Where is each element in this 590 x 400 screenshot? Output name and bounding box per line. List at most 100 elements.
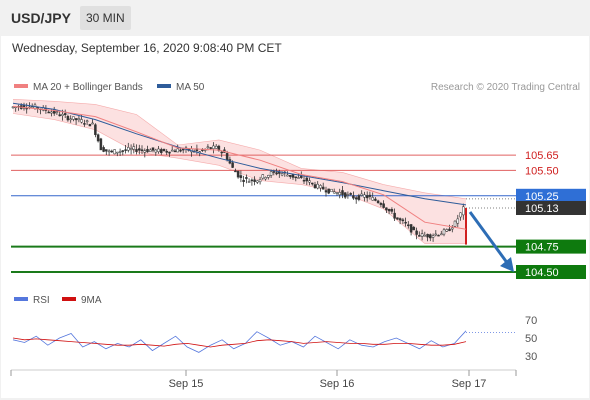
candle-body [116, 151, 119, 154]
candle-body [201, 149, 204, 152]
candle-body [143, 150, 147, 153]
candle-body [94, 124, 97, 135]
candle-body [127, 147, 130, 151]
candle-body [330, 188, 333, 193]
candle-body [212, 145, 215, 149]
candle-body [393, 212, 396, 219]
chart-datetime: Wednesday, September 16, 2020 9:08:40 PM… [12, 41, 282, 55]
candle-body [338, 192, 341, 196]
candle-body [132, 146, 136, 150]
candle-body [423, 234, 427, 237]
candle-body [66, 116, 70, 121]
candle-body [360, 193, 363, 196]
candle-body [442, 229, 446, 235]
bollinger-band-fill [13, 99, 466, 244]
candle-body [118, 151, 122, 153]
candle-body [160, 149, 163, 153]
support-label-104.75: 104.75 [525, 242, 559, 254]
candle-body [121, 150, 125, 152]
candle-body [146, 149, 149, 153]
candle-body [264, 177, 267, 180]
x-tick-label: Sep 15 [169, 378, 204, 390]
candle-body [440, 233, 443, 236]
forecast-arrow-head [500, 257, 514, 272]
candle-body [346, 194, 350, 196]
bollinger-legend-label: MA 20 + Bollinger Bands [33, 82, 143, 93]
rsi-ma-legend-swatch [62, 297, 76, 301]
candle-body [407, 224, 410, 227]
candle-body [404, 221, 407, 224]
candle-body [462, 206, 465, 216]
candle-body [154, 149, 158, 153]
candle-body [22, 105, 26, 109]
ma50-legend-swatch [157, 84, 171, 88]
timeframe-badge[interactable]: 30 MIN [80, 6, 131, 30]
candle-body [179, 149, 182, 152]
candle-body [431, 235, 435, 238]
candle-body [72, 116, 75, 120]
candle-body [105, 149, 108, 152]
candle-body [88, 124, 92, 127]
rsi-line [12, 330, 467, 353]
candle-body [412, 226, 416, 231]
candle-body [225, 153, 229, 161]
candle-body [83, 123, 86, 125]
candle-body [401, 219, 405, 222]
candle-body [107, 150, 111, 153]
candle-body [50, 111, 53, 114]
candle-body [371, 197, 374, 201]
candle-body [302, 179, 306, 182]
candle-body [365, 195, 369, 199]
candle-body [91, 122, 94, 125]
candle-body [275, 172, 278, 175]
candle-body [206, 146, 210, 149]
candle-body [77, 118, 81, 121]
candle-body [354, 197, 358, 200]
x-tick-label: Sep 16 [320, 378, 355, 390]
candle-body [420, 233, 424, 237]
candle-body [398, 218, 402, 221]
candle-body [343, 192, 347, 198]
support-label-box-104.75 [516, 239, 586, 254]
candle-body [429, 234, 432, 239]
bollinger-upper-line [12, 99, 467, 200]
chart-panel [1, 36, 589, 398]
candle-body [135, 149, 138, 152]
resistance-label-105.65: 105.65 [525, 150, 559, 162]
candle-body [245, 177, 248, 179]
candle-body [253, 179, 256, 182]
candle-body [85, 120, 89, 123]
candle-body [368, 194, 372, 197]
ma20-line [12, 105, 467, 230]
candle-body [316, 183, 319, 189]
candle-body [74, 118, 78, 121]
candle-body [335, 192, 339, 194]
candle-body [324, 190, 328, 193]
copyright-label: Research © 2020 Trading Central [431, 82, 580, 93]
candle-body [269, 171, 273, 176]
candle-body [445, 229, 449, 232]
candle-body [47, 111, 50, 114]
candle-body [286, 174, 289, 177]
symbol-label: USD/JPY [11, 10, 71, 26]
bollinger-lower-line [12, 113, 466, 244]
candle-body [247, 181, 251, 183]
candle-body [80, 119, 83, 123]
candle-body [149, 149, 152, 152]
candle-body [379, 203, 383, 205]
candle-body [291, 174, 295, 178]
candle-body [327, 188, 330, 194]
rsi-tick-50: 50 [525, 333, 537, 345]
candle-body [220, 151, 223, 154]
candle-body [390, 209, 394, 212]
support-label-104.50: 104.50 [525, 267, 559, 279]
candle-body [415, 230, 418, 235]
candle-body [157, 148, 160, 152]
candle-body [113, 149, 116, 155]
candle-body [352, 195, 355, 199]
candle-body [300, 175, 303, 178]
candle-body [437, 234, 440, 237]
candle-body [256, 180, 259, 183]
candle-body [313, 184, 317, 189]
